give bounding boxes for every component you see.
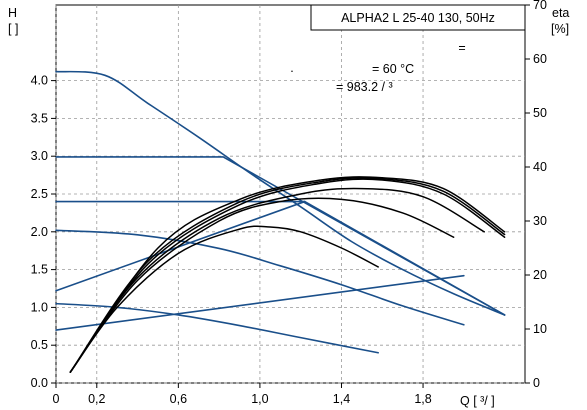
- x-tick-label: 1,4: [333, 392, 350, 406]
- annotation-line-4: = 983.2 / ³: [336, 80, 393, 94]
- y-right-label: eta: [552, 6, 569, 20]
- efficiency-curve-9: [69, 187, 485, 373]
- x-axis-label: Q [ ³/ ]: [460, 394, 495, 408]
- y-left-tick-label: 0.0: [31, 376, 48, 390]
- head-curve-5: [55, 200, 306, 292]
- chart-title: ALPHA2 L 25-40 130, 50Hz: [341, 11, 495, 25]
- y-left-tick-label: 1.5: [31, 263, 48, 277]
- annotation-line-3: = 60 °C: [372, 62, 414, 76]
- y-left-tick-label: 0.5: [31, 338, 48, 352]
- y-left-tick-label: 2.5: [31, 187, 48, 201]
- y-right-tick-label: 50: [533, 106, 547, 120]
- y-right-tick-label: 70: [533, 0, 547, 12]
- y-right-unit: [%]: [551, 22, 569, 36]
- efficiency-curve-10: [69, 178, 506, 373]
- annotation-line-1: =: [458, 41, 465, 55]
- y-right-tick-label: 40: [533, 160, 547, 174]
- y-left-tick-label: 4.0: [31, 74, 48, 88]
- annotation-line-2: .: [290, 61, 293, 75]
- series-group: [55, 70, 506, 373]
- efficiency-curve-12: [69, 176, 506, 373]
- y-right-tick-label: 30: [533, 214, 547, 228]
- y-left-unit: [ ]: [8, 22, 18, 36]
- y-left-label: H: [8, 6, 17, 20]
- y-left-tick-label: 1.0: [31, 300, 48, 314]
- x-tick-label: 1,8: [414, 392, 431, 406]
- x-tick-label: 0: [53, 392, 60, 406]
- y-right-tick-label: 60: [533, 52, 547, 66]
- y-right-tick-label: 0: [533, 376, 540, 390]
- x-tick-label: 0,2: [88, 392, 105, 406]
- y-left-tick-label: 3.5: [31, 111, 48, 125]
- y-right-tick-label: 20: [533, 268, 547, 282]
- head-curve-1: [55, 229, 465, 326]
- x-tick-label: 1,0: [251, 392, 268, 406]
- y-left-tick-label: 3.0: [31, 149, 48, 163]
- head-curve-6: [55, 274, 465, 331]
- ticks-group: 0.0 0.5 1.0 1.5 2.0 2.5 3.0 3.5 4.0 0 10 20 30 40 50 60…: [31, 0, 547, 406]
- title-box: [310, 4, 526, 31]
- efficiency-curve-7: [69, 225, 379, 373]
- x-tick-label: 0,6: [170, 392, 187, 406]
- y-right-tick-label: 10: [533, 322, 547, 336]
- y-left-tick-label: 2.0: [31, 225, 48, 239]
- efficiency-curve-8: [69, 197, 455, 373]
